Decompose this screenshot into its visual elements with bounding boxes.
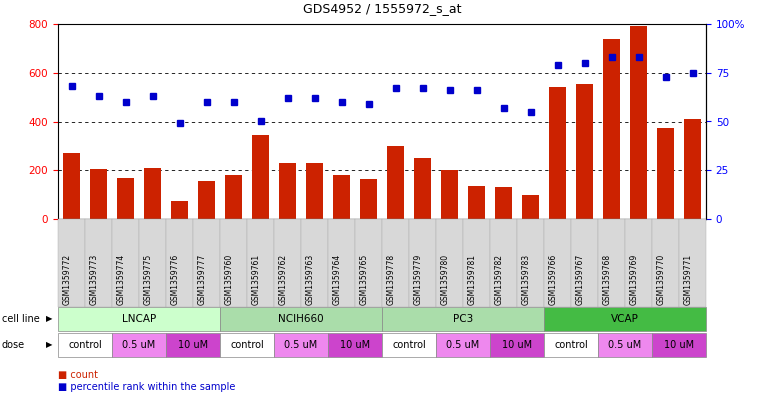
Bar (549, 87, 566, 219)
Text: GSM1359768: GSM1359768 (603, 254, 612, 305)
Text: GDS4952 / 1555972_s_at: GDS4952 / 1555972_s_at (303, 2, 461, 15)
Bar (252, 135, 269, 219)
Text: GSM1359767: GSM1359767 (575, 254, 584, 305)
Text: GSM1359766: GSM1359766 (549, 254, 558, 305)
Text: GSM1359765: GSM1359765 (359, 254, 368, 305)
Text: 0.5 uM: 0.5 uM (447, 340, 479, 350)
Bar (603, 39, 620, 219)
Text: GSM1359780: GSM1359780 (441, 254, 450, 305)
Bar (116, 178, 134, 219)
Bar (333, 175, 350, 219)
Text: 10 uM: 10 uM (340, 340, 370, 350)
Text: cell line: cell line (2, 314, 40, 324)
Text: GSM1359775: GSM1359775 (144, 254, 152, 305)
Text: GSM1359760: GSM1359760 (224, 254, 234, 305)
Bar (576, 84, 594, 219)
Text: ■ percentile rank within the sample: ■ percentile rank within the sample (58, 382, 235, 392)
Text: GSM1359770: GSM1359770 (657, 254, 666, 305)
Text: GSM1359774: GSM1359774 (116, 254, 126, 305)
Text: ▶: ▶ (46, 340, 52, 349)
Bar (657, 128, 674, 219)
Text: GSM1359769: GSM1359769 (629, 254, 638, 305)
Text: GSM1359781: GSM1359781 (467, 254, 476, 305)
Bar (495, 187, 512, 219)
Bar (522, 195, 540, 219)
Bar (198, 181, 215, 219)
Bar (170, 201, 188, 219)
Text: GSM1359763: GSM1359763 (305, 254, 314, 305)
Text: VCAP: VCAP (611, 314, 639, 324)
Text: 0.5 uM: 0.5 uM (123, 340, 156, 350)
Text: GSM1359783: GSM1359783 (521, 254, 530, 305)
Text: 0.5 uM: 0.5 uM (285, 340, 317, 350)
Text: dose: dose (2, 340, 25, 350)
Text: 0.5 uM: 0.5 uM (608, 340, 642, 350)
Bar (224, 175, 242, 219)
Text: GSM1359762: GSM1359762 (279, 254, 288, 305)
Bar (360, 179, 377, 219)
Bar (629, 26, 648, 219)
Text: ▶: ▶ (46, 314, 52, 323)
Bar (62, 153, 80, 219)
Text: GSM1359771: GSM1359771 (683, 254, 693, 305)
Bar (441, 170, 458, 219)
Text: control: control (230, 340, 264, 350)
Bar (144, 168, 161, 219)
Text: GSM1359778: GSM1359778 (387, 254, 396, 305)
Text: GSM1359776: GSM1359776 (170, 254, 180, 305)
Text: 10 uM: 10 uM (178, 340, 208, 350)
Text: ■ count: ■ count (58, 370, 98, 380)
Text: control: control (392, 340, 426, 350)
Text: GSM1359761: GSM1359761 (251, 254, 260, 305)
Text: LNCAP: LNCAP (122, 314, 156, 324)
Text: NCIH660: NCIH660 (279, 314, 324, 324)
Text: PC3: PC3 (453, 314, 473, 324)
Text: GSM1359777: GSM1359777 (198, 254, 206, 305)
Bar (414, 158, 431, 219)
Bar (683, 119, 702, 219)
Text: control: control (68, 340, 102, 350)
Bar (468, 186, 486, 219)
Text: 10 uM: 10 uM (664, 340, 694, 350)
Text: GSM1359779: GSM1359779 (413, 254, 422, 305)
Text: GSM1359764: GSM1359764 (333, 254, 342, 305)
Text: 10 uM: 10 uM (502, 340, 532, 350)
Bar (90, 169, 107, 219)
Bar (279, 163, 296, 219)
Text: control: control (554, 340, 588, 350)
Text: GSM1359772: GSM1359772 (62, 254, 72, 305)
Bar (387, 146, 404, 219)
Text: GSM1359773: GSM1359773 (90, 254, 98, 305)
Bar (306, 163, 323, 219)
Text: GSM1359782: GSM1359782 (495, 254, 504, 305)
